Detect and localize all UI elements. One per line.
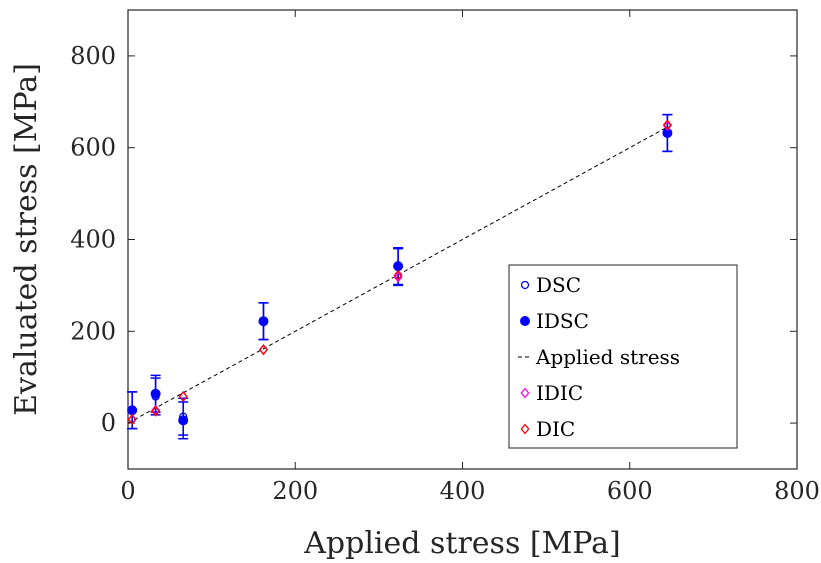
legend-box xyxy=(508,264,738,449)
x-axis-title: Applied stress [MPa] xyxy=(303,526,620,561)
x-tick-label: 400 xyxy=(440,477,486,505)
legend-marker xyxy=(520,423,530,435)
data-point xyxy=(393,271,403,283)
legend-label: DSC xyxy=(536,273,581,297)
y-axis-title: Evaluated stress [MPa] xyxy=(9,63,44,416)
data-point xyxy=(151,405,161,417)
data-point xyxy=(150,388,161,399)
x-tick-label: 600 xyxy=(607,477,653,505)
series-idsc xyxy=(127,113,673,440)
series-layer xyxy=(127,113,673,440)
y-tick-label: 800 xyxy=(70,42,116,70)
data-point xyxy=(127,413,137,425)
y-tick-label: 0 xyxy=(101,409,116,437)
applied-stress-line xyxy=(127,126,668,424)
x-tick-label: 0 xyxy=(120,477,135,505)
legend-label: IDIC xyxy=(536,381,583,405)
data-point xyxy=(259,344,268,356)
legend-entry: DIC xyxy=(520,417,575,441)
y-tick-label: 400 xyxy=(70,226,116,254)
legend-label: IDSC xyxy=(536,309,589,333)
legend-entry: DSC xyxy=(520,273,581,297)
legend-entry: IDIC xyxy=(520,381,583,405)
data-point xyxy=(178,415,189,426)
legend: DSC IDSC Applied stress IDIC DIC xyxy=(508,264,738,449)
data-point xyxy=(393,269,403,281)
legend-marker xyxy=(520,280,530,290)
y-tick-label: 200 xyxy=(70,317,116,345)
data-point xyxy=(259,344,268,356)
legend-marker xyxy=(520,387,530,399)
plot-area: 0 200 400 600 800 0 200 400 600 800 xyxy=(70,9,820,505)
series-dic xyxy=(127,119,672,425)
legend-entry: Applied stress xyxy=(518,345,680,369)
legend-label: DIC xyxy=(536,417,575,441)
data-point xyxy=(178,390,188,403)
data-point xyxy=(393,261,404,272)
series-applied-stress xyxy=(127,126,668,424)
legend-marker xyxy=(520,316,530,326)
x-tick-label: 200 xyxy=(272,477,318,505)
data-point xyxy=(662,119,672,131)
data-point xyxy=(127,405,138,416)
y-axis-ticks: 0 200 400 600 800 xyxy=(70,42,797,437)
x-axis-ticks: 0 200 400 600 800 xyxy=(120,10,820,505)
legend-entry: IDSC xyxy=(520,309,589,333)
x-tick-label: 800 xyxy=(774,477,820,505)
legend-label: Applied stress xyxy=(535,345,680,369)
data-point xyxy=(258,316,269,327)
y-tick-label: 600 xyxy=(70,134,116,162)
